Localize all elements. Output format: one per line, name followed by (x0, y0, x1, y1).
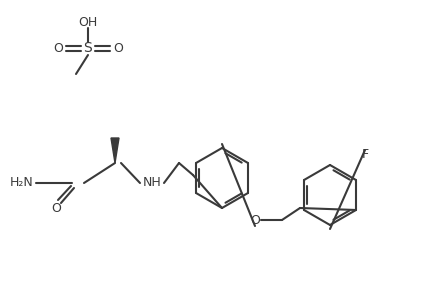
Text: O: O (113, 41, 123, 55)
Text: O: O (53, 41, 63, 55)
Text: OH: OH (78, 15, 97, 29)
Polygon shape (111, 138, 119, 163)
Text: S: S (84, 41, 92, 55)
Text: NH: NH (142, 176, 161, 190)
Text: F: F (362, 149, 369, 161)
Text: O: O (250, 213, 260, 227)
Text: O: O (51, 201, 61, 215)
Text: H₂N: H₂N (10, 176, 34, 190)
